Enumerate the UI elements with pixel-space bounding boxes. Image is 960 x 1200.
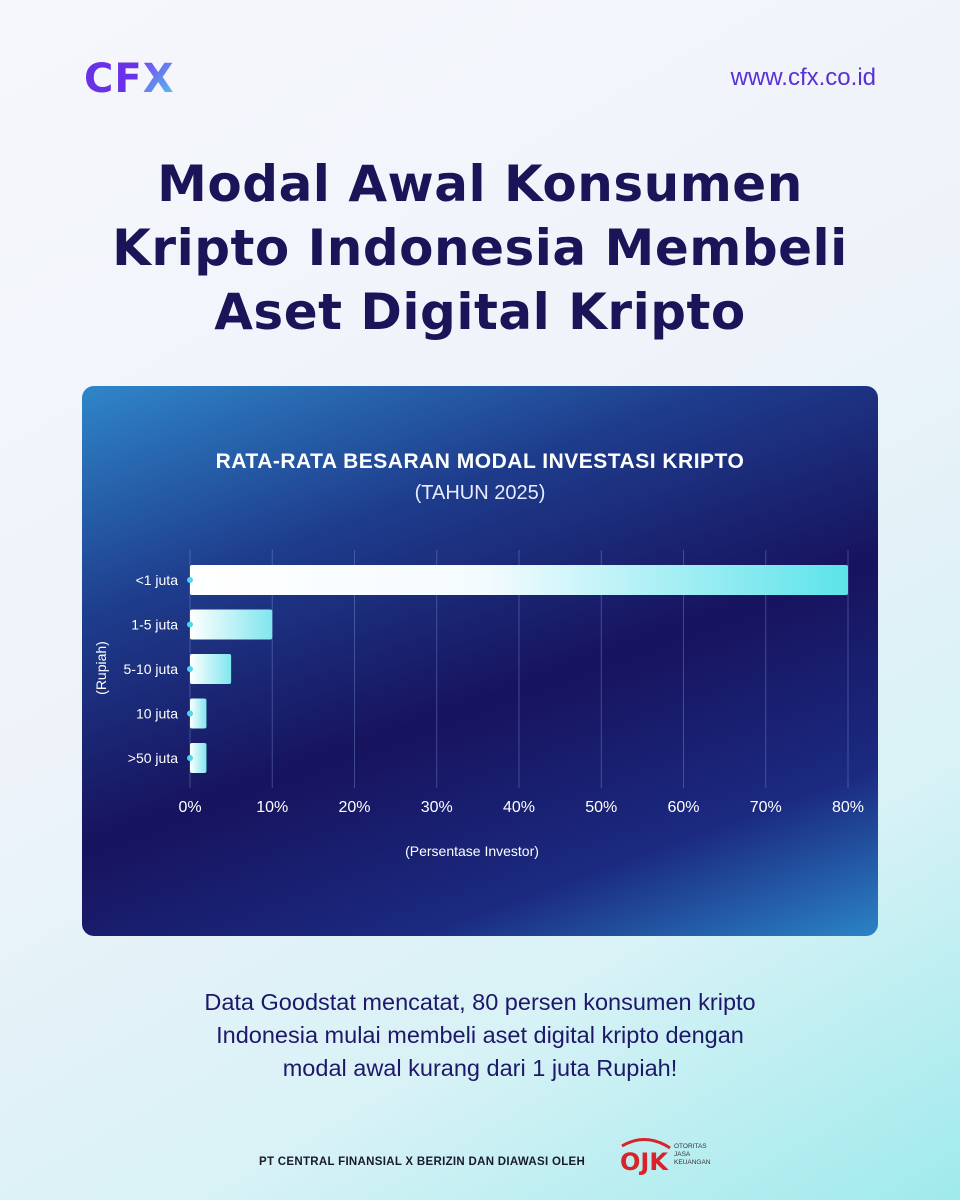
chart-subtitle: (TAHUN 2025)	[414, 482, 546, 504]
bar-marker	[187, 577, 193, 583]
ojk-logo-icon: OJK	[620, 1138, 671, 1176]
ojk-line-3: KEUANGAN	[674, 1159, 711, 1166]
bar-marker	[187, 710, 193, 717]
x-tick-label: 20%	[338, 799, 370, 816]
bar	[190, 609, 273, 640]
x-axis-label: (Persentase Investor)	[405, 843, 539, 859]
category-label: 5-10 juta	[124, 661, 179, 677]
ojk-mark: OJK	[620, 1148, 669, 1176]
bar-marker	[187, 621, 193, 628]
x-tick-label: 70%	[750, 799, 782, 816]
ojk-line-2: JASA	[674, 1151, 691, 1158]
headline-line-1: Modal Awal Konsumen	[157, 155, 803, 213]
cfx-logo: CFX	[84, 56, 175, 102]
logo-x: X	[142, 56, 175, 102]
headline-line-3: Aset Digital Kripto	[214, 283, 746, 341]
category-label: >50 juta	[128, 750, 178, 766]
footer-text: PT CENTRAL FINANSIAL X BERIZIN DAN DIAWA…	[259, 1156, 586, 1168]
caption-line-1: Data Goodstat mencatat, 80 persen konsum…	[204, 989, 756, 1015]
chart-panel: RATA-RATA BESARAN MODAL INVESTASI KRIPTO…	[82, 386, 878, 936]
bar-marker	[187, 666, 193, 672]
x-tick-label: 50%	[585, 799, 617, 816]
bar	[190, 698, 207, 729]
bar	[190, 654, 232, 684]
caption-line-2: Indonesia mulai membeli aset digital kri…	[216, 1022, 744, 1048]
x-tick-label: 80%	[832, 799, 864, 816]
ojk-name: OTORITAS JASA KEUANGAN	[674, 1143, 710, 1167]
x-tick-label: 30%	[421, 799, 453, 816]
headline-line-2: Kripto Indonesia Membeli	[112, 219, 848, 277]
category-label: 10 juta	[136, 706, 178, 722]
x-tick-label: 40%	[503, 799, 535, 816]
bar	[190, 743, 207, 773]
x-tick-label: 10%	[256, 799, 288, 816]
bar-chart: 0% 10% 20% 30% 40% 50% 60% 70% 80% <1 juta 1-5 jut…	[93, 550, 864, 859]
x-tick-label: 0%	[178, 799, 201, 816]
bar-marker	[187, 755, 193, 761]
bar	[190, 565, 848, 595]
logo-text: CF	[84, 56, 143, 102]
category-label: <1 juta	[136, 572, 179, 588]
caption-line-3: modal awal kurang dari 1 juta Rupiah!	[282, 1055, 678, 1081]
category-label: 1-5 juta	[131, 617, 178, 633]
chart-title: RATA-RATA BESARAN MODAL INVESTASI KRIPTO	[215, 450, 745, 473]
x-tick-label: 60%	[667, 799, 699, 816]
y-axis-label: (Rupiah)	[93, 641, 109, 695]
ojk-line-1: OTORITAS	[674, 1143, 707, 1150]
caption: Data Goodstat mencatat, 80 persen konsum…	[100, 986, 860, 1085]
website-link[interactable]: www.cfx.co.id	[730, 64, 876, 91]
page-title: Modal Awal Konsumen Kripto Indonesia Mem…	[0, 152, 960, 344]
